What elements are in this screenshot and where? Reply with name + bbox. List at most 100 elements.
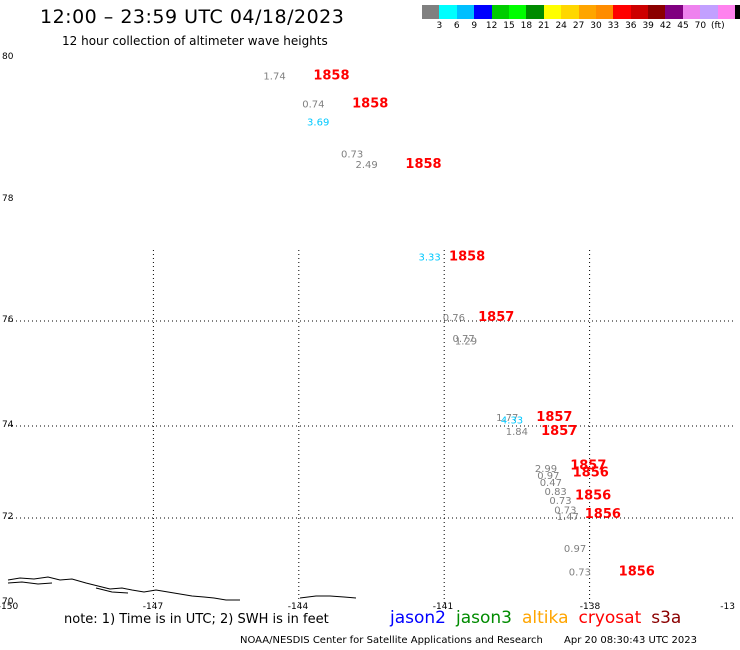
swh-value: 0.73 [549,496,571,507]
longitude-label: -144 [288,602,309,612]
colorbar-swatch [613,5,631,19]
latitude-label: 70 [2,597,14,607]
colorbar-swatch [561,5,579,19]
coastline [7,576,357,601]
mission-name: s3a [651,608,682,628]
swh-value: 1.74 [263,71,285,82]
colorbar-swatch [439,5,457,19]
swh-value: 3.33 [419,253,441,264]
colorbar-label: 12 [485,21,498,31]
longitude-label: -138 [580,602,601,612]
pass-time-label: 1856 [575,489,611,504]
swh-value: 0.47 [540,478,562,489]
latitude-label: 74 [2,420,14,430]
mission-name: cryosat [578,608,642,628]
swh-value: 0.83 [545,487,567,498]
credit-text: NOAA/NESDIS Center for Satellite Applica… [240,635,543,646]
generated-timestamp: Apr 20 08:30:43 UTC 2023 [564,635,697,646]
longitude-label: -150 [0,602,18,612]
colorbar-swatch [456,5,475,19]
map-title: 12:00 – 23:59 UTC 04/18/2023 [40,6,345,28]
mission-name: jason3 [456,608,512,628]
mission-legend: jason2 jason3 altika cryosat s3a [390,608,691,628]
pass-time-label: 1856 [585,507,621,522]
pass-time-label: 1857 [536,410,572,425]
colorbar-label: 18 [520,21,533,31]
colorbar-swatch [474,5,492,19]
latitude-label: 80 [2,52,14,62]
colorbar-swatch [700,5,718,19]
colorbar-labels: 3 6 9 12 15 18 21 24 27 30 33 36 39 42 45 70 (ft) [422,21,740,33]
swh-value: 1.29 [455,337,477,348]
pass-time-label: 1857 [570,459,606,474]
colorbar-swatch [717,5,736,19]
colorbar-label: 21 [538,21,550,31]
graticule [8,250,735,603]
colorbar-swatch [422,5,440,19]
pass-time-label: 1857 [541,424,577,439]
colorbar-label: 36 [625,21,637,31]
pass-time-label: 1857 [478,310,514,325]
map-subtitle: 12 hour collection of altimeter wave hei… [62,34,328,48]
colorbar-label: 27 [572,21,585,31]
latitude-label: 78 [2,194,14,204]
longitude-label: -141 [433,602,453,612]
colorbar-label: 9 [471,21,478,31]
latitude-label: 72 [2,512,13,522]
colorbar-label: 39 [642,21,654,31]
swh-value: 1.84 [506,427,528,438]
pass-time-label: 1858 [352,97,388,112]
colorbar-swatch [648,5,666,19]
swh-value: 0.73 [569,567,591,578]
colorbar-swatch [665,5,683,19]
colorbar-swatch [543,5,562,19]
colorbar-swatch [735,5,740,19]
colorbar-label: 33 [607,21,620,31]
swh-value: 1.47 [557,512,579,523]
colorbar-label: 3 [436,21,443,31]
swh-value: 4.33 [501,415,523,426]
swh-value: 0.74 [302,100,324,111]
swh-colorbar [422,5,740,19]
latitude-label: 76 [2,315,14,325]
longitude-label: -147 [143,602,163,612]
credit-line: NOAA/NESDIS Center for Satellite Applica… [240,635,697,646]
mission-name: jason2 [390,608,446,628]
colorbar-swatch [682,5,701,19]
colorbar-label: 45 [677,21,689,31]
swh-value: 0.73 [341,149,363,160]
pass-time-label: 1858 [405,157,441,172]
colorbar-swatch [578,5,596,19]
swh-value: 2.99 [535,464,557,475]
swh-value: 3.69 [307,117,329,128]
coastline-path [7,581,357,599]
colorbar-swatch [508,5,527,19]
colorbar-label: 30 [590,21,602,31]
swh-value: 0.77 [452,334,474,345]
colorbar-label: 70 [694,21,707,31]
swh-value: 0.76 [443,313,465,324]
swh-value: 1.77 [496,413,518,424]
colorbar-label: (ft) [711,21,725,31]
pass-time-label: 1856 [619,564,655,579]
observations: 1.740.743.690.732.493.330.760.771.291.77… [263,71,591,578]
pass-times: 1858185818581858185718571857185718561856… [313,68,655,579]
colorbar-swatch [595,5,614,19]
mission-name: altika [522,608,569,628]
colorbar-label: 6 [453,21,460,31]
pass-time-label: 1858 [313,68,349,83]
pass-time-label: 1856 [573,466,609,481]
swh-value: 0.97 [537,471,559,482]
units-note: note: 1) Time is in UTC; 2) SWH is in fe… [64,612,329,627]
colorbar-swatch [491,5,509,19]
colorbar-swatch [526,5,544,19]
axis-labels: 80 78 76 74 72 70-150 -147 -144 -141 -138 -13 [0,52,735,612]
swh-value: 0.97 [564,544,586,555]
swh-value: 0.73 [554,505,576,516]
longitude-label: -13 [720,602,735,612]
colorbar-label: 24 [555,21,567,31]
coastline-path [7,576,240,601]
colorbar-label: 42 [659,21,672,31]
colorbar-label: 15 [503,21,515,31]
